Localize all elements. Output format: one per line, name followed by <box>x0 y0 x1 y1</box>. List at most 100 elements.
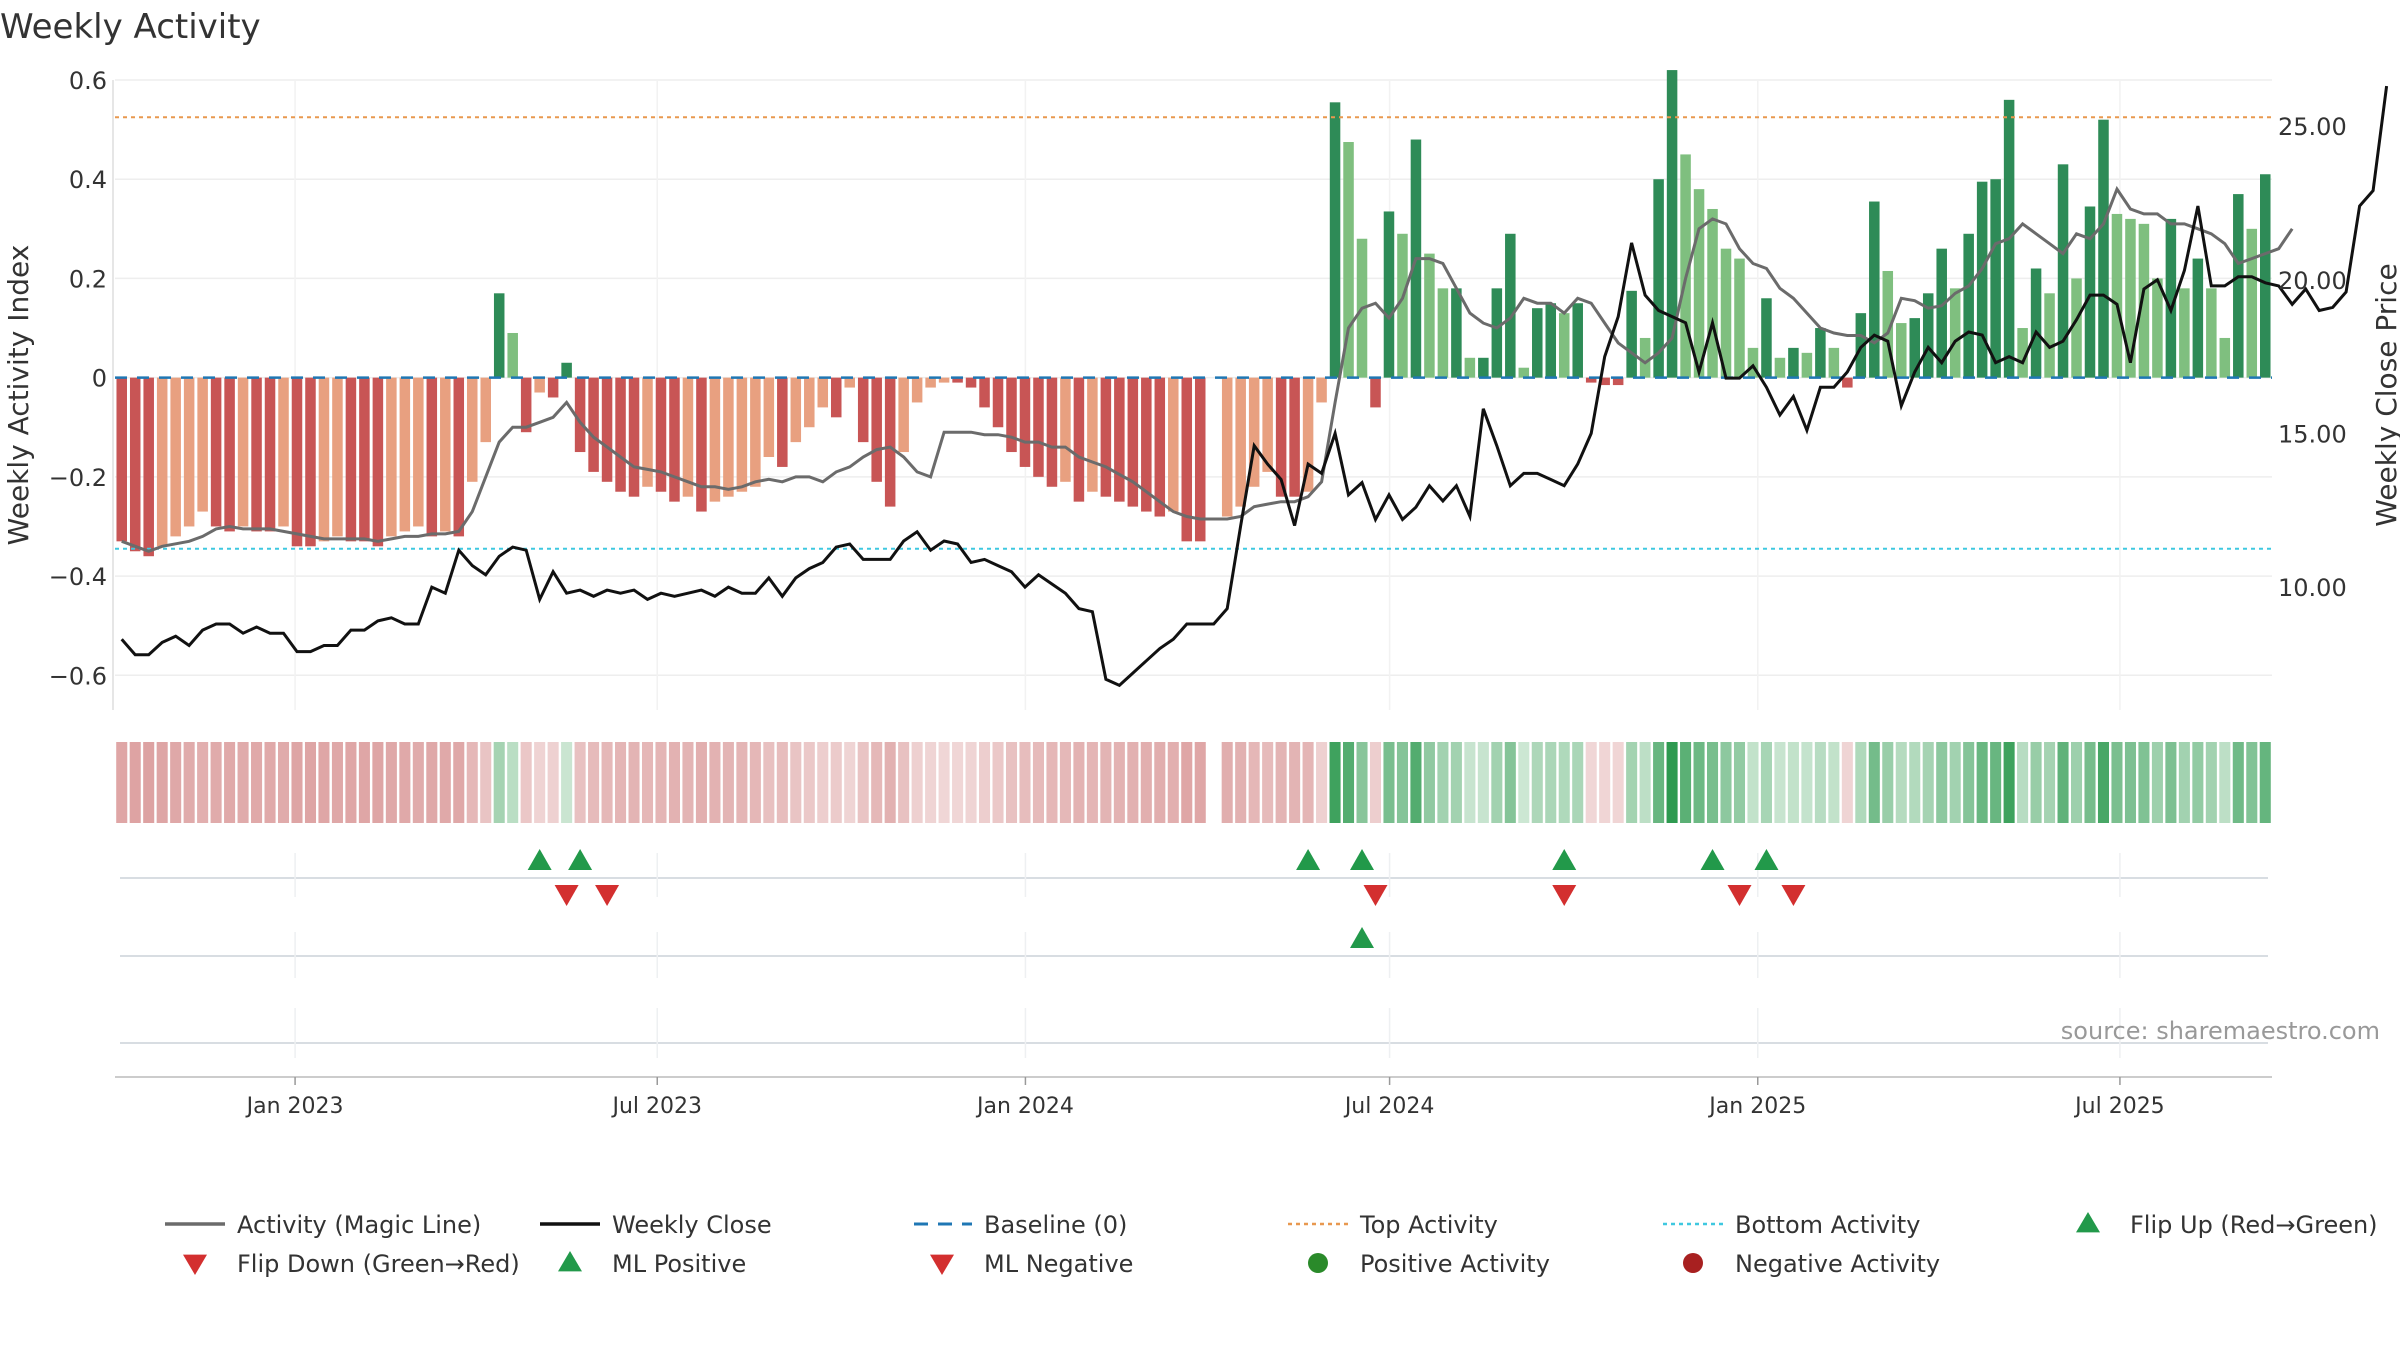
heat-cell <box>197 742 209 823</box>
heat-cell <box>884 742 896 823</box>
y-axis-label: Weekly Activity Index <box>2 245 35 546</box>
heat-cell <box>264 742 276 823</box>
heat-cell <box>2178 742 2190 823</box>
heat-cell <box>116 742 128 823</box>
activity-bar <box>898 377 909 453</box>
activity-bar <box>1639 337 1651 378</box>
heat-cell <box>1680 742 1692 823</box>
activity-bar <box>1505 233 1516 378</box>
activity-bar <box>1922 293 1934 378</box>
activity-bar <box>1882 270 1894 378</box>
legend-label: ML Negative <box>984 1250 1133 1278</box>
activity-bar <box>197 377 208 512</box>
heat-cell <box>1733 742 1746 823</box>
activity-bar <box>952 377 963 383</box>
legend-item: Bottom Activity <box>1663 1211 1920 1239</box>
heat-cell <box>1396 742 1408 823</box>
heat-cell <box>318 742 330 823</box>
legend-swatch-triangle-down <box>930 1254 954 1275</box>
legend-item: Flip Up (Red→Green) <box>2076 1211 2378 1239</box>
heat-cell <box>1032 742 1044 823</box>
heat-cell <box>1949 742 1961 823</box>
activity-bar <box>480 377 491 443</box>
activity-bar <box>992 377 1004 428</box>
activity-bar <box>1383 211 1395 378</box>
x-tick-label: Jul 2025 <box>2073 1094 2165 1119</box>
heat-cell <box>1922 742 1934 823</box>
heat-cell <box>1019 742 1031 823</box>
activity-bar <box>790 377 802 443</box>
heat-cell <box>291 742 303 823</box>
heat-cell <box>547 742 559 823</box>
heat-cell <box>2044 742 2056 823</box>
heat-cell <box>1383 742 1395 823</box>
heat-cell <box>830 742 842 823</box>
activity-bar <box>1720 248 1732 378</box>
heat-cell <box>1572 742 1584 823</box>
activity-bar <box>1976 181 1988 378</box>
activity-bar <box>2246 228 2258 378</box>
heat-cell <box>1585 742 1597 823</box>
heat-cell <box>911 742 923 823</box>
activity-bar <box>1734 258 1745 378</box>
legend-item: ML Positive <box>558 1250 746 1278</box>
heat-cell <box>1437 742 1449 823</box>
heat-cell <box>1531 742 1543 823</box>
activity-bar <box>1316 377 1327 403</box>
activity-bar <box>278 377 289 527</box>
heat-cell <box>857 742 869 823</box>
activity-bar <box>1653 179 1664 378</box>
flip-up-marker <box>1552 849 1577 870</box>
heat-cell <box>749 742 761 823</box>
activity-bar <box>210 377 222 527</box>
reference-lines <box>115 116 2272 550</box>
heat-cell <box>1140 742 1152 823</box>
activity-bar <box>1127 377 1139 507</box>
legend-item: Activity (Magic Line) <box>165 1211 481 1239</box>
heat-cell <box>1828 742 1840 823</box>
heat-cell <box>372 742 384 823</box>
heat-cell <box>2097 742 2110 823</box>
heat-cell <box>1518 742 1530 823</box>
activity-bar <box>655 377 667 492</box>
activity-bar <box>2030 268 2042 378</box>
chart-legend: Activity (Magic Line) Weekly Close Baselin… <box>165 1211 2378 1278</box>
heat-cell <box>1720 742 1732 823</box>
heat-cell <box>736 742 748 823</box>
y-tick-label: −0.2 <box>49 464 107 492</box>
heat-cell <box>1774 742 1786 823</box>
legend-item: Top Activity <box>1288 1211 1498 1239</box>
activity-bar <box>345 377 357 542</box>
heat-cell <box>898 742 910 823</box>
flip-up-marker <box>1350 849 1375 870</box>
heat-cell <box>1289 742 1301 823</box>
activity-bar <box>1909 318 1921 378</box>
heat-cell <box>1491 742 1503 823</box>
heat-cell <box>1005 742 1018 823</box>
y-tick-label: −0.6 <box>49 662 107 690</box>
activity-bar <box>1451 288 1462 378</box>
heat-cell <box>1707 742 1719 823</box>
heat-cell <box>641 742 654 823</box>
legend-label: Top Activity <box>1359 1211 1498 1239</box>
heat-cell <box>2111 742 2123 823</box>
activity-bar <box>264 377 276 532</box>
heat-cell <box>1760 742 1772 823</box>
heat-cell <box>776 742 788 823</box>
activity-bar <box>1936 248 1947 378</box>
heat-cell <box>453 742 465 823</box>
heat-cell <box>601 742 613 823</box>
legend-label: ML Positive <box>612 1250 746 1278</box>
heat-cell <box>1046 742 1058 823</box>
legend-label: Bottom Activity <box>1735 1211 1920 1239</box>
heat-cell <box>2138 742 2150 823</box>
activity-bar <box>709 377 721 502</box>
activity-bar <box>1990 179 2001 378</box>
activity-bar <box>399 377 411 532</box>
heat-cell <box>1909 742 1921 823</box>
activity-bar <box>884 377 896 507</box>
activity-bar <box>1437 288 1449 378</box>
series-lines <box>120 85 2389 688</box>
activity-bar <box>2071 278 2082 378</box>
flip-up-marker <box>568 849 593 870</box>
